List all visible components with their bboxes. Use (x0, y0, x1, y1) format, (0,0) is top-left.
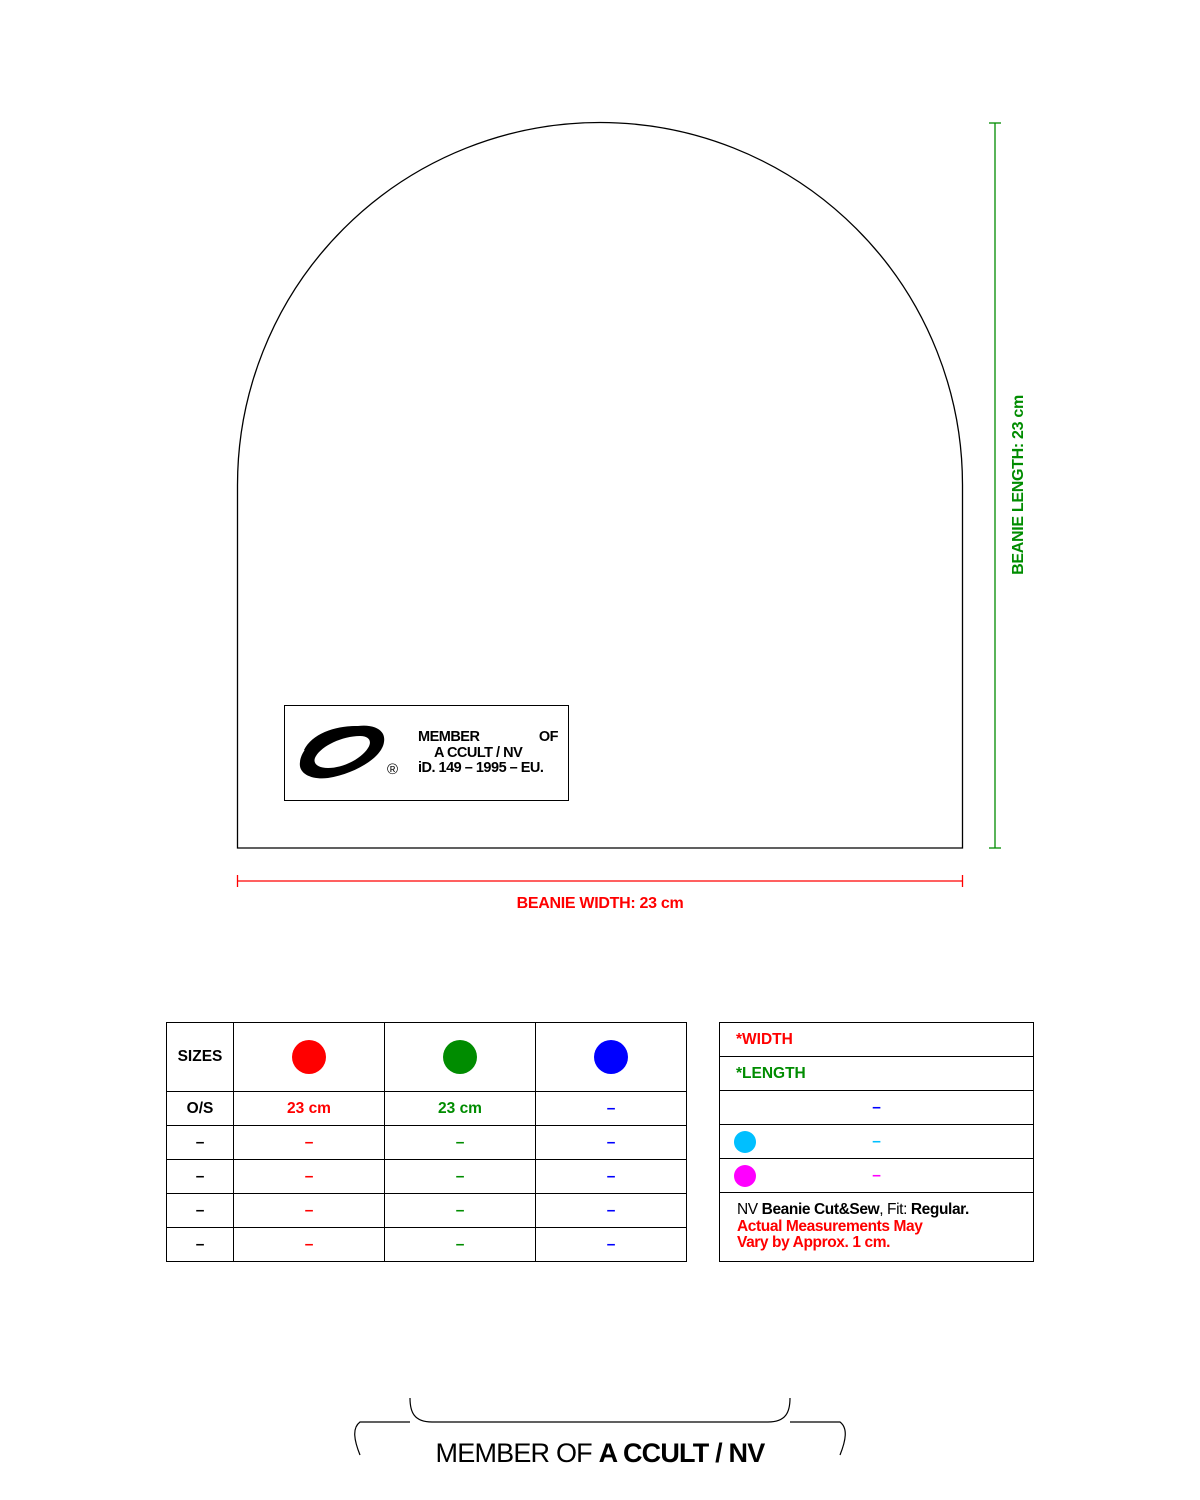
tag-line2: A CCULT / NV (434, 744, 523, 761)
third-cell: – (535, 1193, 687, 1228)
ccult-swirl-logo-icon (299, 725, 385, 779)
tag-line3: iD. 149 – 1995 – EU. (418, 760, 544, 776)
sizes-table: SIZES O/S 23 cm 23 cm – – – – – – – – – … (166, 1022, 687, 1262)
third-cell: – (535, 1227, 687, 1262)
size-cell: – (166, 1159, 234, 1194)
magenta-dot-icon (734, 1164, 756, 1187)
third-cell: – (535, 1125, 687, 1160)
note-warning-line2: Vary by Approx. 1 cm. (737, 1234, 890, 1252)
legend-table: *WIDTH *LENGTH – – – NV Beanie Cut&Sew, … (719, 1022, 1034, 1262)
table-row: – – – – (166, 1125, 687, 1160)
footer-prefix: MEMBER OF (435, 1438, 599, 1468)
width-label: BEANIE WIDTH: 23 cm (516, 895, 684, 912)
tag-line1-right: OF (538, 729, 559, 745)
width-cell: – (233, 1125, 385, 1160)
legend-note: NV Beanie Cut&Sew, Fit: Regular. Actual … (719, 1192, 1034, 1262)
legend-magenta-row: – (719, 1158, 1034, 1193)
note-product: Beanie Cut&Sew (761, 1201, 880, 1219)
sizes-header-row: SIZES (166, 1022, 687, 1092)
width-cell: 23 cm (233, 1091, 385, 1126)
blue-dot-icon (594, 1040, 628, 1074)
note-fit-label: , Fit: (879, 1201, 911, 1219)
length-cell: – (384, 1227, 536, 1262)
table-row: O/S 23 cm 23 cm – (166, 1091, 687, 1126)
brand-tag (284, 705, 569, 801)
note-brand: NV (737, 1201, 758, 1219)
legend-length: *LENGTH (719, 1056, 1034, 1091)
footer-title: MEMBER OF A CCULT / NV (300, 1438, 900, 1469)
footer-name: A CCULT / NV (598, 1438, 766, 1468)
tag-text: MEMBER OF A CCULT / NV iD. 149 – 1995 – … (418, 729, 559, 777)
length-cell: – (384, 1125, 536, 1160)
cyan-dot-icon (734, 1130, 756, 1153)
legend-cyan: – (872, 1132, 881, 1150)
note-warning-line1: Actual Measurements May (737, 1217, 923, 1235)
registered-mark: ® (387, 761, 399, 778)
legend-blue: – (719, 1090, 1034, 1125)
sizes-header-label: SIZES (166, 1022, 234, 1092)
legend-magenta: – (872, 1166, 881, 1184)
tag-line1-left: MEMBER (418, 729, 480, 745)
third-cell: – (535, 1091, 687, 1126)
note-fit-value: Regular. (910, 1201, 969, 1219)
table-row: – – – – (166, 1227, 687, 1262)
width-cell: – (233, 1227, 385, 1262)
red-dot-icon (292, 1040, 326, 1074)
length-cell: – (384, 1159, 536, 1194)
width-cell: – (233, 1159, 385, 1194)
legend-cyan-row: – (719, 1124, 1034, 1159)
table-row: – – – – (166, 1193, 687, 1228)
size-cell: – (166, 1193, 234, 1228)
size-cell: – (166, 1227, 234, 1262)
green-dot-icon (443, 1040, 477, 1074)
